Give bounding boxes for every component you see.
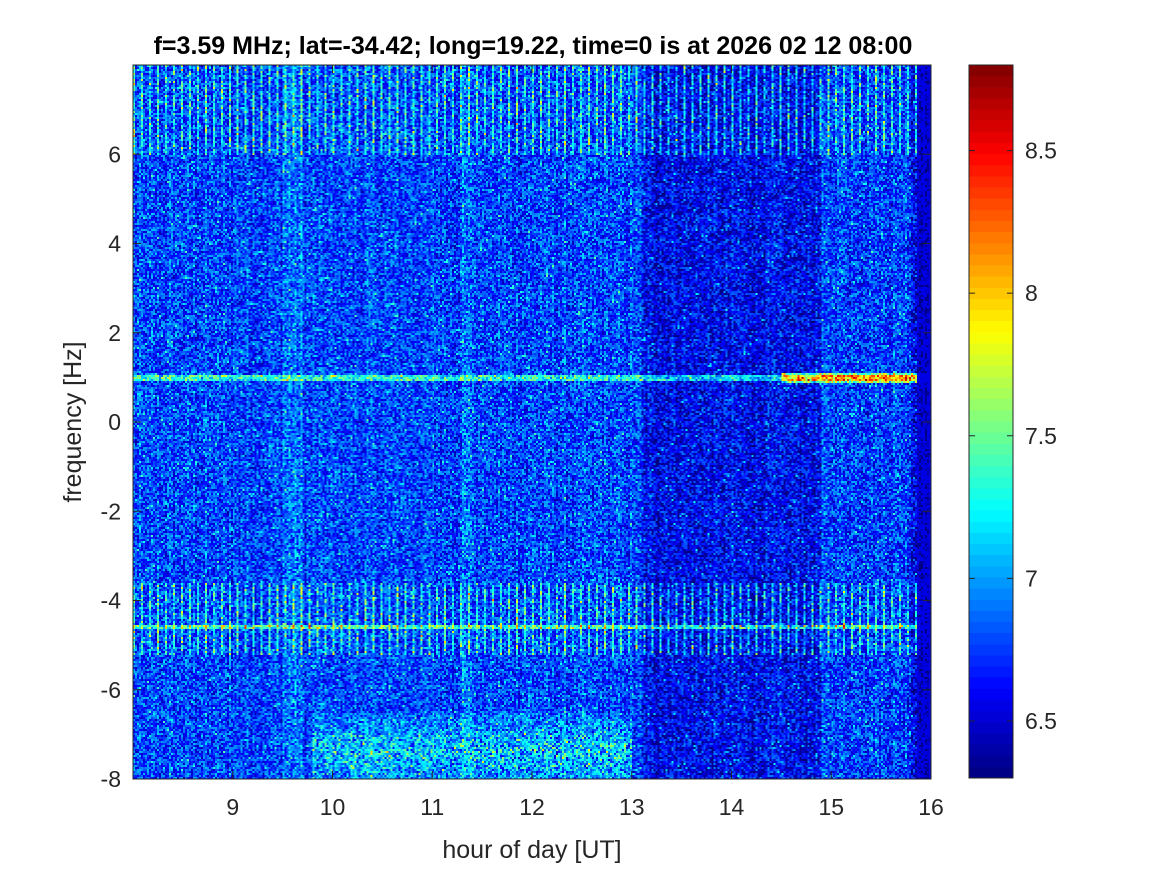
y-axis-ticks: -8 -6 -4 -2 0 2 4 6 bbox=[101, 141, 931, 792]
colorbar-frame bbox=[968, 64, 1014, 779]
plot-area bbox=[132, 64, 932, 780]
y-tick-label: -6 bbox=[101, 677, 121, 703]
x-tick-label: 12 bbox=[519, 794, 545, 820]
colorbar-tick-label: 8 bbox=[1025, 280, 1038, 306]
y-tick-label: 4 bbox=[108, 231, 121, 257]
colorbar-tick-label: 7.5 bbox=[1025, 423, 1057, 449]
y-tick-label: 2 bbox=[108, 320, 121, 346]
colorbar-tick-label: 7 bbox=[1025, 565, 1038, 591]
y-axis-label: frequency [Hz] bbox=[59, 341, 87, 502]
x-tick-label: 14 bbox=[719, 794, 745, 820]
chart-title: f=3.59 MHz; lat=-34.42; long=19.22, time… bbox=[154, 32, 913, 60]
x-tick-label: 16 bbox=[918, 794, 944, 820]
x-tick-label: 15 bbox=[818, 794, 844, 820]
colorbar-tick-label: 8.5 bbox=[1025, 138, 1057, 164]
y-tick-label: -2 bbox=[101, 498, 121, 524]
colorbar-gradient bbox=[969, 65, 1013, 778]
spectrogram-image bbox=[133, 65, 931, 779]
x-axis-ticks: 9 10 11 12 13 14 15 16 bbox=[226, 65, 944, 820]
colorbar: 6.5 7 7.5 8 8.5 bbox=[968, 64, 1057, 779]
y-tick-label: 0 bbox=[108, 409, 121, 435]
x-tick-label: 13 bbox=[619, 794, 645, 820]
x-axis-label: hour of day [UT] bbox=[442, 836, 621, 864]
y-tick-label: -8 bbox=[101, 766, 121, 792]
x-tick-label: 10 bbox=[320, 794, 346, 820]
y-tick-label: -4 bbox=[101, 588, 122, 614]
colorbar-tick-label: 6.5 bbox=[1025, 708, 1057, 734]
colorbar-ticks: 6.5 7 7.5 8 8.5 bbox=[969, 138, 1057, 734]
y-tick-label: 6 bbox=[108, 141, 121, 167]
x-tick-label: 11 bbox=[420, 794, 444, 820]
x-tick-label: 9 bbox=[226, 794, 239, 820]
